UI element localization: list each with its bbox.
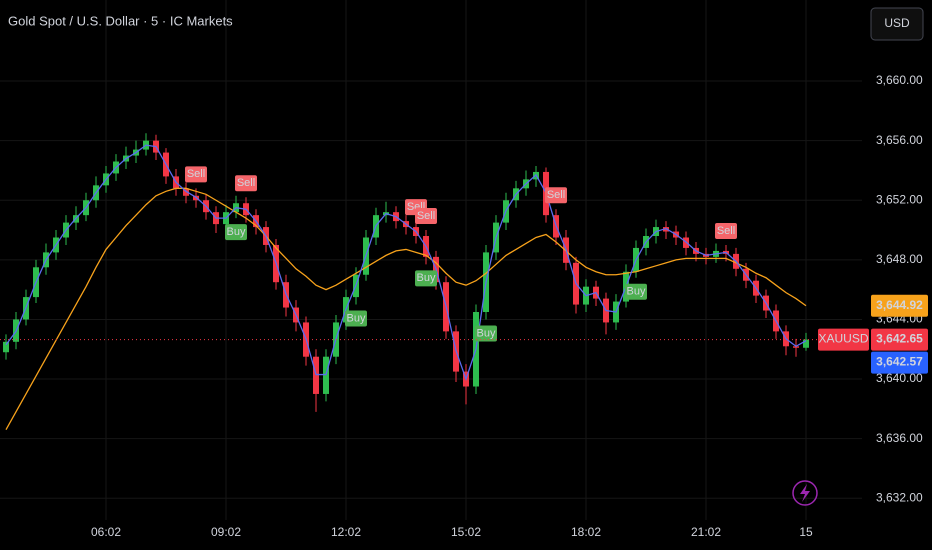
axis-layer: 3,632.003,636.003,640.003,644.003,648.00… <box>91 73 928 539</box>
price-label-box <box>871 294 928 317</box>
x-tick-label: 21:02 <box>691 525 721 539</box>
y-tick-label: 3,656.00 <box>876 133 923 147</box>
price-label: 3,642.57 <box>876 355 923 369</box>
buy-signal-box <box>225 224 247 241</box>
sell-signal-box <box>415 208 437 225</box>
candle-body <box>793 346 799 348</box>
x-tick-label: 12:02 <box>331 525 361 539</box>
currency-button[interactable]: USD <box>884 16 910 30</box>
x-tick-label: 15:02 <box>451 525 481 539</box>
candle-body <box>323 356 329 394</box>
price-label: 3,642.65 <box>876 332 923 346</box>
lightning-icon-ring[interactable] <box>792 480 818 506</box>
sell-signal-box <box>235 175 257 192</box>
y-tick-label: 3,640.00 <box>876 371 923 385</box>
price-label: 3,644.92 <box>876 298 923 312</box>
y-tick-label: 3,652.00 <box>876 192 923 206</box>
currency-button-frame[interactable] <box>870 7 924 41</box>
symbol-title: Gold Spot / U.S. Dollar · 5 · IC Markets <box>8 13 233 28</box>
moving-average-line <box>5 144 807 382</box>
buy-signal-box <box>415 270 437 287</box>
candle-body <box>3 341 9 353</box>
sell-signal-label: Sell <box>237 177 255 189</box>
price-label-box <box>871 328 928 351</box>
y-tick-label: 3,632.00 <box>876 490 923 504</box>
sell-signal-label: Sell <box>187 168 205 180</box>
buy-signal-label: Buy <box>227 226 246 238</box>
buy-signal-label: Buy <box>477 327 496 339</box>
candle-body <box>803 339 809 348</box>
lightning-icon[interactable] <box>800 484 810 502</box>
symbol-tag-box <box>818 328 869 351</box>
grid-layer <box>0 0 862 520</box>
y-tick-label: 3,636.00 <box>876 431 923 445</box>
symbol-tag: XAUUSD <box>818 332 868 346</box>
sell-signal-label: Sell <box>717 225 735 237</box>
buy-signal-box <box>345 310 367 327</box>
sell-signal-label: Sell <box>417 210 435 222</box>
sell-signal-box <box>715 222 737 239</box>
y-tick-label: 3,660.00 <box>876 73 923 87</box>
price-label-box <box>871 351 928 374</box>
buy-signal-box <box>625 283 647 300</box>
x-tick-label: 15 <box>799 525 813 539</box>
buy-signal-box <box>475 325 497 342</box>
y-tick-label: 3,648.00 <box>876 252 923 266</box>
x-tick-label: 09:02 <box>211 525 241 539</box>
buy-signal-label: Buy <box>347 312 366 324</box>
buy-signal-label: Buy <box>417 272 436 284</box>
sell-signal-label: Sell <box>547 189 565 201</box>
sell-signal-box <box>185 166 207 183</box>
sell-signal-box <box>545 187 567 204</box>
moving-average-line <box>5 187 807 431</box>
buy-signal-label: Buy <box>627 286 646 298</box>
x-tick-label: 18:02 <box>571 525 601 539</box>
candle-body <box>313 356 319 394</box>
x-tick-label: 06:02 <box>91 525 121 539</box>
